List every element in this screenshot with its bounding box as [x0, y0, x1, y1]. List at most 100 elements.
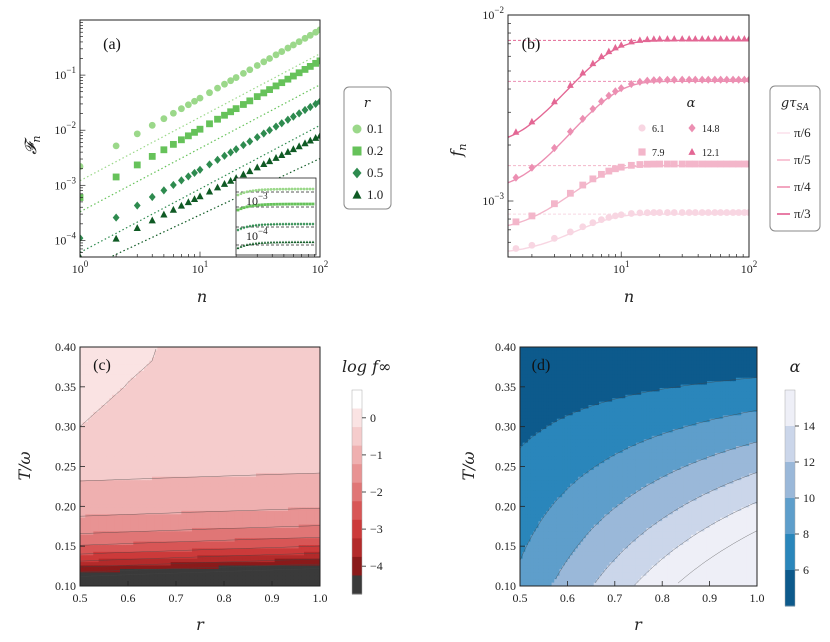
contour-cell [213, 384, 217, 389]
data-point [729, 209, 737, 216]
contour-cell [88, 405, 92, 410]
contour-cell [93, 514, 97, 519]
contour-cell [160, 411, 164, 416]
contour-cell [197, 551, 201, 556]
inset-point [245, 190, 249, 194]
contour-cell [194, 582, 198, 586]
contour-cell [173, 517, 177, 522]
contour-cell [226, 387, 230, 392]
contour-cell [189, 459, 193, 464]
contour-cell [170, 490, 174, 495]
contour-cell [242, 415, 246, 420]
contour-cell [186, 538, 190, 543]
contour-cell [173, 446, 177, 451]
contour-cell [181, 531, 185, 536]
contour-cell [82, 347, 86, 352]
contour-cell [202, 350, 206, 355]
contour-cell [208, 558, 212, 563]
legend-marker [352, 146, 362, 156]
contour-cell [104, 534, 108, 539]
contour-cell [240, 384, 244, 389]
contour-cell [136, 504, 140, 509]
contour-cell [165, 541, 169, 546]
contour-cell [221, 391, 225, 396]
contour-cell [229, 394, 233, 399]
contour-cell [133, 565, 137, 570]
contour-cell [221, 360, 225, 365]
contour-cell [184, 401, 188, 406]
contour-cell [149, 425, 153, 430]
contour-cell [117, 490, 121, 495]
contour-cell [117, 367, 121, 372]
contour-cell [141, 497, 145, 502]
contour-cell [141, 469, 145, 474]
contour-cell [202, 548, 206, 553]
contour-cell [96, 497, 100, 502]
contour-cell [96, 428, 100, 433]
contour-cell [208, 377, 212, 382]
contour-cell [229, 408, 233, 413]
contour-cell [90, 347, 94, 352]
contour-cell [229, 374, 233, 379]
contour-cell [109, 507, 113, 512]
contour-cell [186, 384, 190, 389]
inset-point [260, 203, 264, 207]
contour-cell [98, 551, 102, 556]
contour-cell [90, 374, 94, 379]
contour-cell [176, 524, 180, 529]
contour-cell [248, 568, 252, 573]
contour-cell [88, 350, 92, 355]
contour-cell [160, 480, 164, 485]
contour-cell [162, 415, 166, 420]
contour-cell [152, 350, 156, 355]
contour-cell [82, 469, 86, 474]
contour-cell [106, 497, 110, 502]
contour-cell [208, 374, 212, 379]
contour-cell [216, 493, 220, 498]
contour-cell [168, 350, 172, 355]
contour-cell [242, 394, 246, 399]
contour-cell [144, 534, 148, 539]
inset-point [311, 202, 315, 206]
contour-cell [234, 398, 238, 403]
contour-cell [202, 370, 206, 375]
contour-cell [248, 435, 252, 440]
contour-cell [117, 459, 121, 464]
contour-cell [224, 473, 228, 478]
contour-cell [82, 428, 86, 433]
contour-cell [96, 551, 100, 556]
contour-cell [168, 459, 172, 464]
contour-cell [128, 476, 132, 481]
contour-cell [234, 565, 238, 570]
contour-cell [98, 562, 102, 567]
contour-cell [88, 347, 92, 352]
contour-cell [146, 541, 150, 546]
contour-cell [208, 425, 212, 430]
contour-cell [184, 360, 188, 365]
contour-cell [117, 387, 121, 392]
contour-cell [120, 418, 124, 423]
data-point [289, 72, 297, 80]
contour-cell [88, 548, 92, 553]
contour-cell [120, 387, 124, 392]
contour-cell [224, 387, 228, 392]
contour-cell [136, 439, 140, 444]
contour-cell [165, 456, 169, 461]
contour-cell [178, 347, 182, 352]
contour-cell [234, 428, 238, 433]
data-point [295, 142, 303, 150]
contour-cell [93, 449, 97, 454]
contour-cell [138, 469, 142, 474]
contour-cell [152, 425, 156, 430]
contour-cell [157, 545, 161, 550]
contour-cell [117, 381, 121, 386]
x-tick-label: 101 [192, 259, 209, 276]
contour-cell [141, 486, 145, 491]
contour-cell [213, 504, 217, 509]
inset-point [308, 187, 312, 191]
contour-cell [226, 466, 230, 471]
contour-cell [125, 432, 129, 437]
contour-cell [98, 575, 102, 580]
contour-cell [157, 466, 161, 471]
contour-cell [189, 521, 193, 526]
